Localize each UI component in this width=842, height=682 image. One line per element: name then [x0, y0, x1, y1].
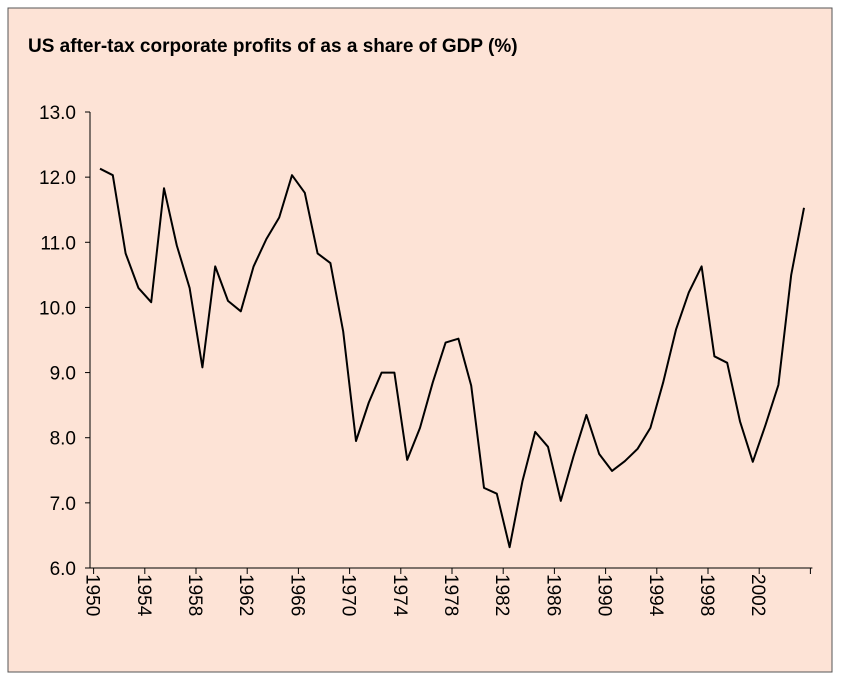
y-tick-label: 12.0 [39, 168, 76, 189]
x-tick-label: 1994 [645, 574, 666, 617]
y-tick-label: 8.0 [50, 429, 76, 450]
chart-background [7, 7, 833, 673]
x-tick-label: 1974 [389, 574, 410, 617]
x-tick-label: 1962 [235, 574, 256, 616]
x-tick-label: 1950 [82, 574, 103, 616]
y-tick-label: 7.0 [50, 494, 76, 515]
y-tick-label: 9.0 [50, 364, 76, 385]
y-tick-label: 11.0 [40, 233, 76, 254]
y-tick-label: 13.0 [39, 103, 76, 124]
x-tick-label: 1978 [440, 574, 461, 616]
x-tick-label: 1958 [184, 574, 205, 616]
y-tick-label: 6.0 [50, 559, 76, 580]
x-tick-label: 1954 [133, 574, 154, 617]
x-tick-label: 1970 [338, 574, 359, 616]
chart-title: US after-tax corporate profits of as a s… [28, 36, 518, 57]
x-tick-label: 2002 [747, 574, 768, 616]
x-tick-label: 1990 [594, 574, 615, 616]
data-line [99, 167, 805, 549]
x-tick-label: 1998 [696, 574, 717, 616]
x-tick-label: 1982 [491, 574, 512, 616]
x-tick-label: 1966 [286, 574, 307, 616]
y-tick-label: 10.0 [39, 298, 76, 319]
x-tick-label: 1986 [542, 574, 563, 616]
